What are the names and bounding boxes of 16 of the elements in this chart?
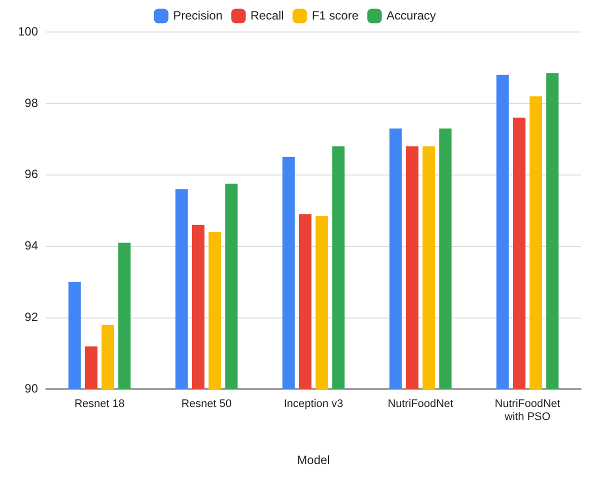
legend-label: Precision [173,8,222,22]
y-tick-label: 100 [18,24,38,38]
legend-label: F1 score [312,8,359,22]
legend-label: Recall [250,8,284,22]
legend-label: Accuracy [386,8,436,22]
y-tick-label: 96 [24,167,38,182]
x-axis-title: Model [297,453,330,468]
x-tick-label: Resnet 18 [74,398,125,410]
y-tick-label: 94 [24,238,38,253]
x-tick-label: Inception v3 [284,398,344,410]
y-tick-label: 90 [24,382,38,396]
x-tick-label: Resnet 50 [181,398,232,410]
y-tick-label: 98 [24,96,38,110]
x-tick-label: NutriFoodNet with PSO [494,398,560,424]
x-tick-label: NutriFoodNet [388,398,454,410]
y-tick-label: 92 [24,310,38,324]
